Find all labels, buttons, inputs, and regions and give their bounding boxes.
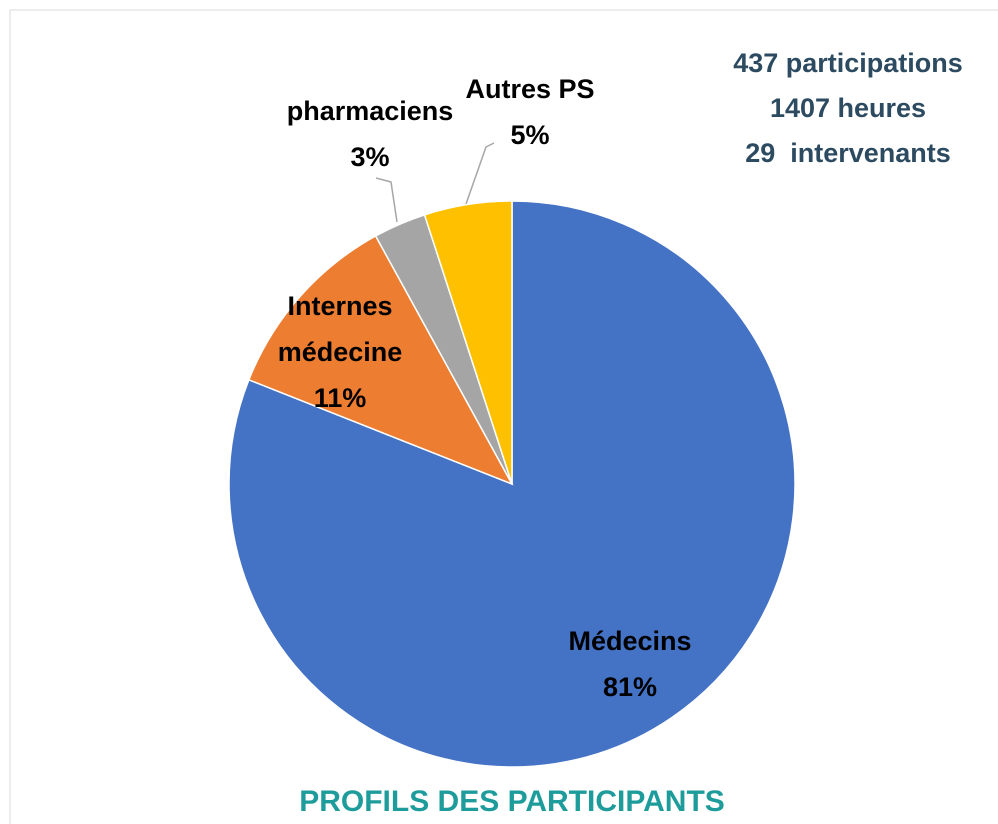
category-label: Médecins: [568, 626, 692, 656]
slice-label: pharmaciens 3%: [260, 88, 480, 180]
value-label: 5%: [510, 120, 550, 150]
value-label: 11%: [313, 383, 367, 413]
pie-slice: [423, 200, 513, 485]
leader-line: [375, 177, 398, 223]
annotation: 437 participations: [733, 48, 963, 78]
value-label: 3%: [350, 142, 390, 172]
chart-title: PROFILS DES PARTICIPANTS: [299, 785, 725, 818]
annotation: 29 intervenants: [745, 138, 951, 168]
pie-slice: [247, 234, 514, 486]
annotation: 1407 heures: [769, 93, 927, 123]
value-label: 81%: [602, 672, 658, 702]
slice-label: Médecins 81%: [530, 618, 730, 710]
category-label: pharmaciens: [286, 96, 454, 126]
slice-label: Autres PS 5%: [430, 66, 630, 158]
leader-line: [465, 142, 495, 205]
slice-label: Internes médecine 11%: [255, 283, 425, 421]
category-label: Autres PS: [465, 74, 595, 104]
category-label: Internes médecine: [277, 291, 403, 367]
frame: [9, 9, 998, 824]
